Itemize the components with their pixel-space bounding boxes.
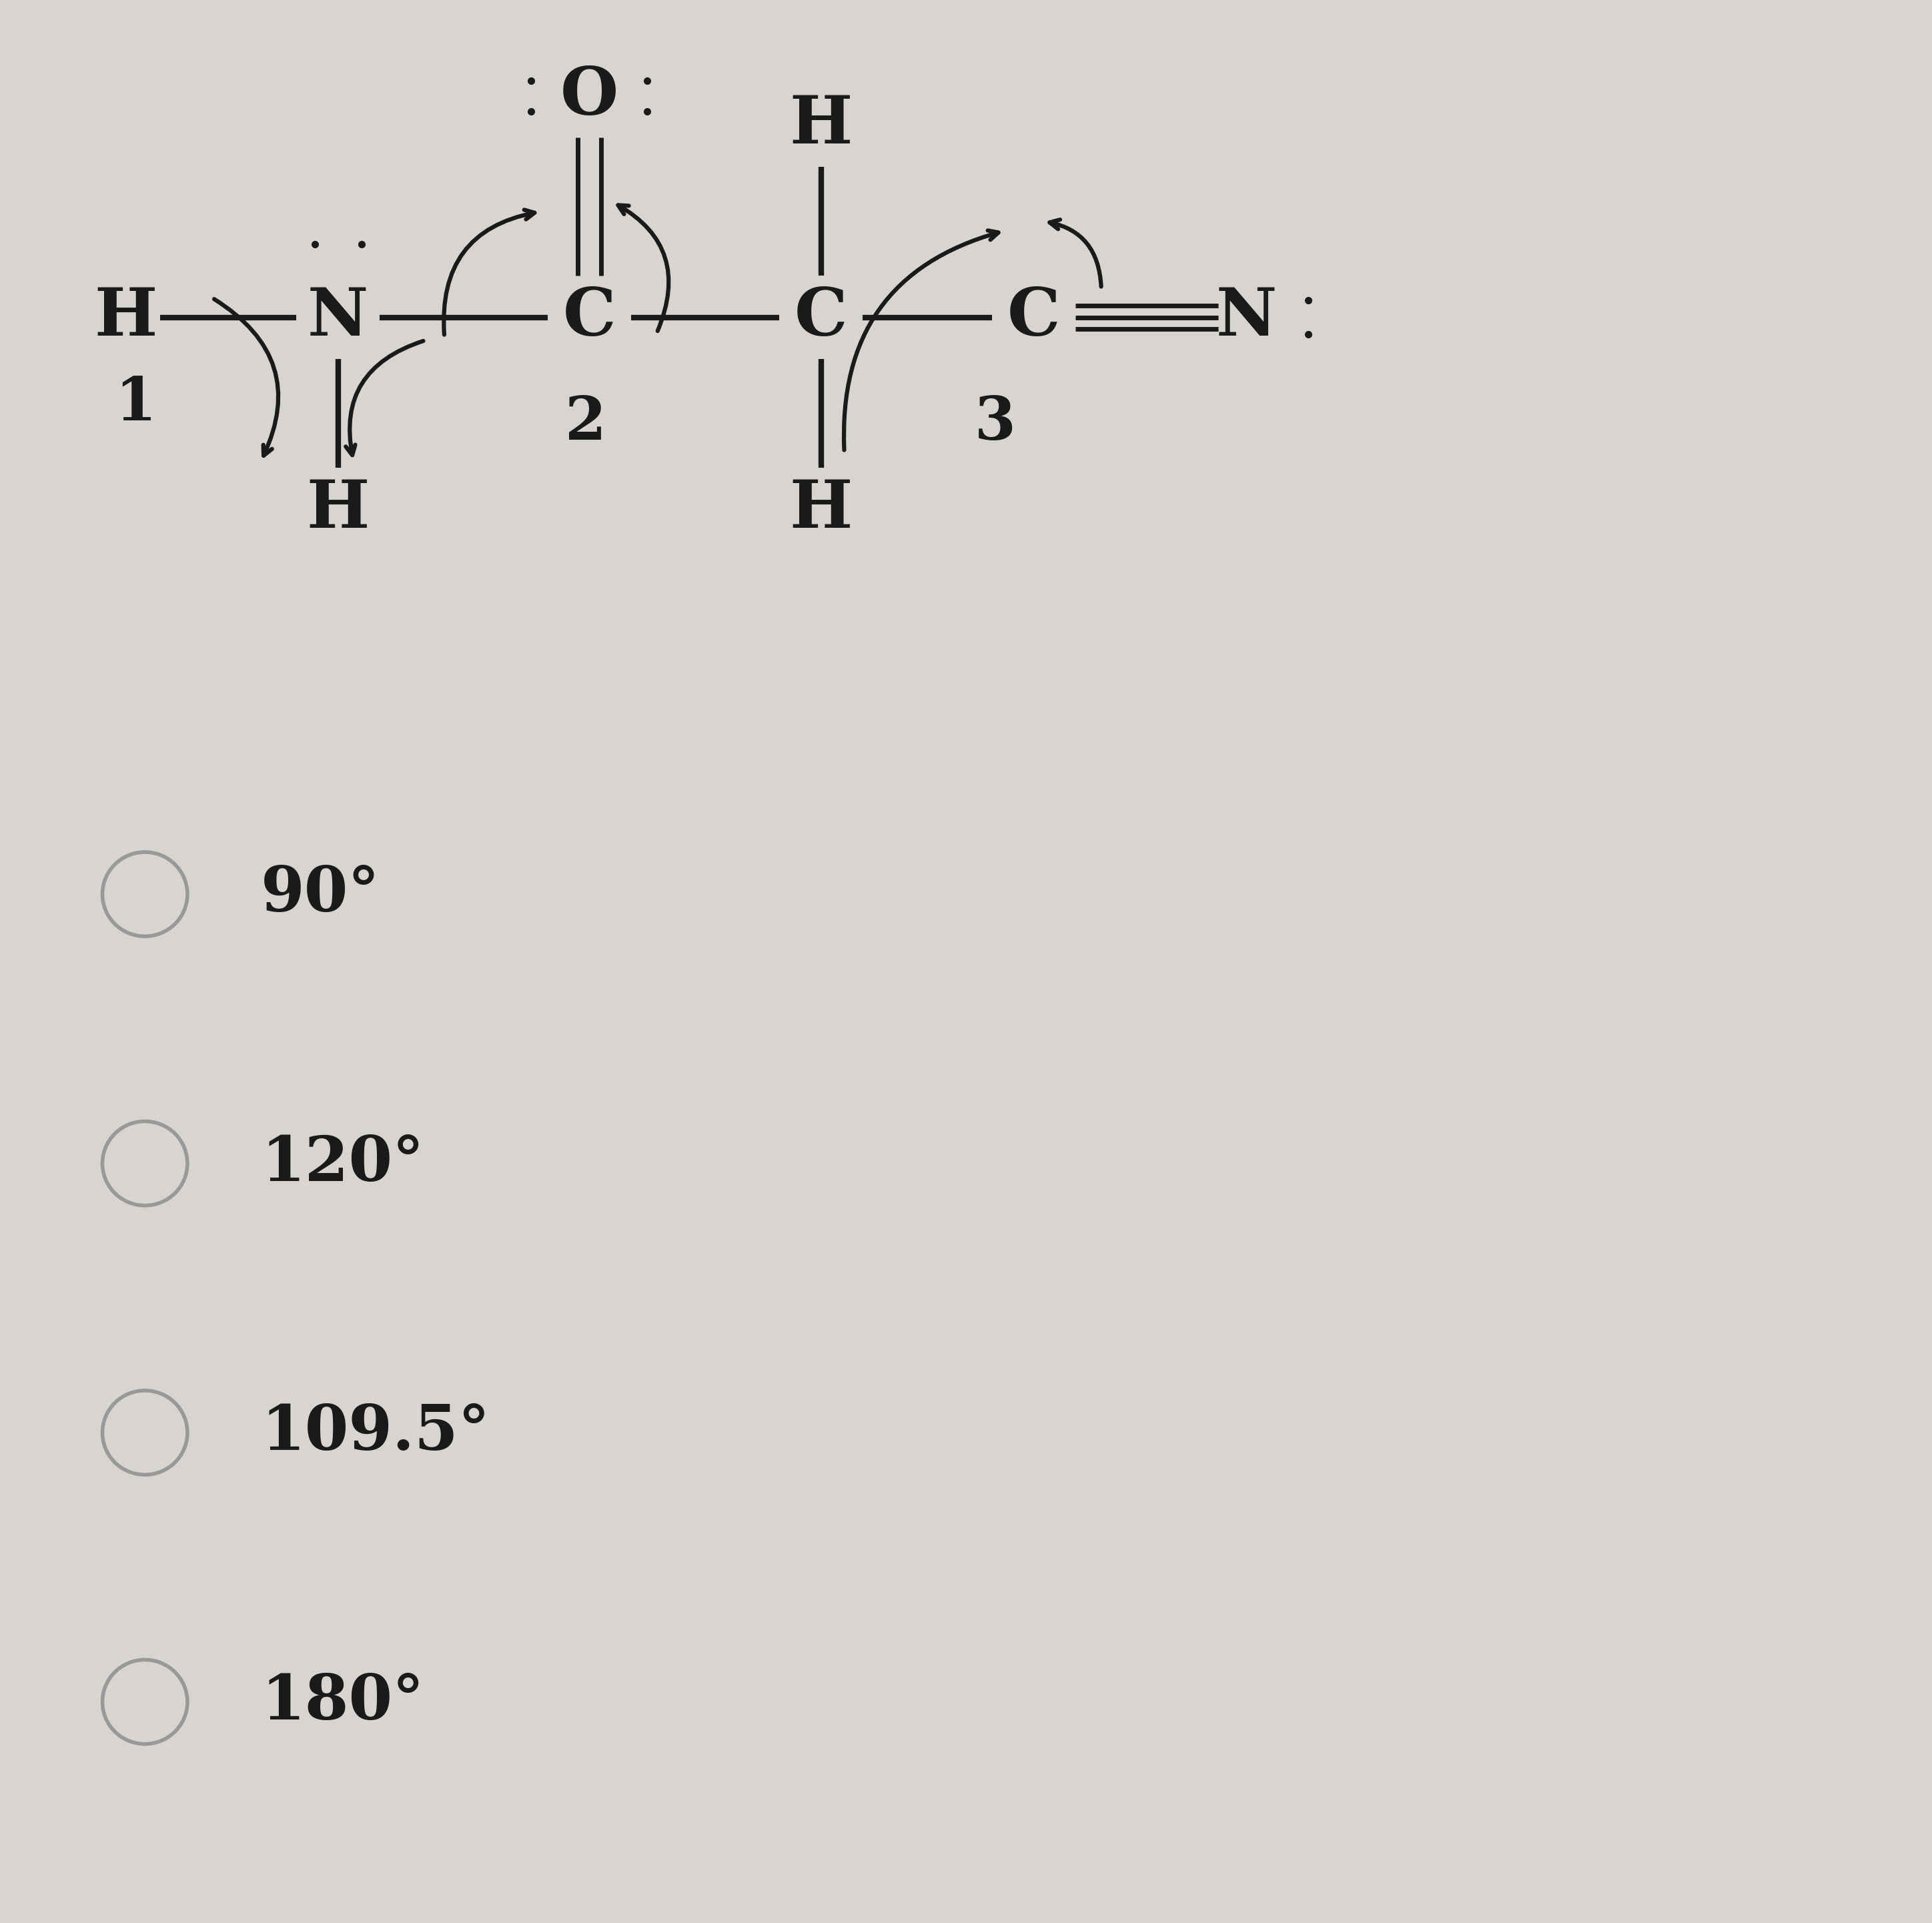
- Text: 2: 2: [564, 394, 607, 452]
- Text: H: H: [790, 477, 852, 542]
- Text: C: C: [1007, 285, 1061, 350]
- Text: C: C: [794, 285, 848, 350]
- Text: 180°: 180°: [261, 1671, 423, 1733]
- Text: O: O: [560, 63, 618, 129]
- Text: H: H: [307, 477, 369, 542]
- Text: C: C: [562, 285, 616, 350]
- Text: 3: 3: [974, 394, 1016, 452]
- Text: H: H: [95, 285, 156, 350]
- Text: 120°: 120°: [261, 1133, 423, 1194]
- Text: H: H: [790, 92, 852, 158]
- Text: N: N: [307, 285, 369, 350]
- Text: 90°: 90°: [261, 863, 381, 925]
- Text: 109.5°: 109.5°: [261, 1402, 489, 1463]
- Text: N: N: [1215, 285, 1277, 350]
- Text: 1: 1: [114, 375, 156, 433]
